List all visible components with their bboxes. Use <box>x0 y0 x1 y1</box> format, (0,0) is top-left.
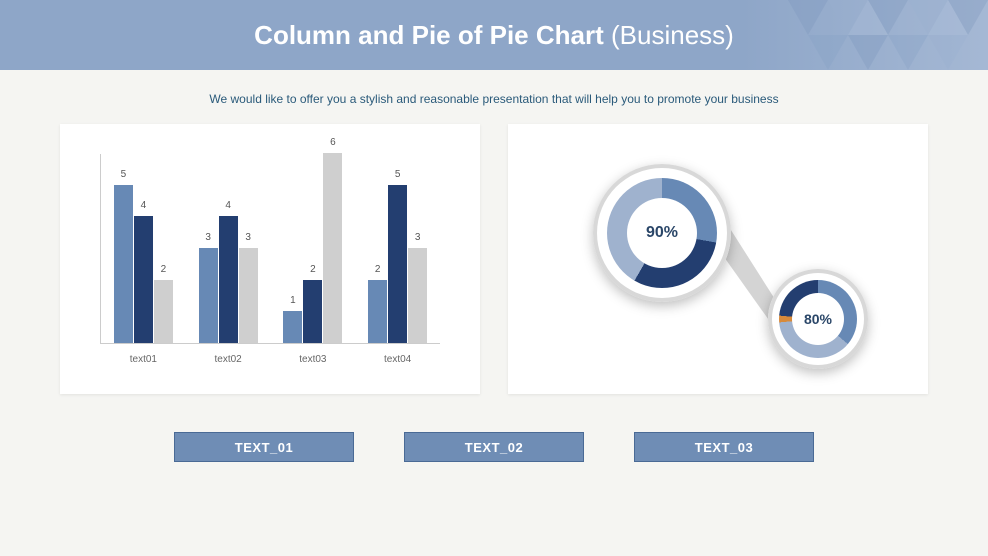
page-title: Column and Pie of Pie Chart (Business) <box>254 20 734 51</box>
bar: 6 <box>323 153 342 343</box>
bar-value-label: 2 <box>154 264 173 275</box>
bar-value-label: 3 <box>408 232 427 243</box>
donut-outer-ring: 90% <box>593 164 731 302</box>
bar-value-label: 2 <box>303 264 322 275</box>
bar-value-label: 3 <box>239 232 258 243</box>
header-pattern <box>788 0 988 70</box>
bar: 4 <box>134 216 153 343</box>
bar: 4 <box>219 216 238 343</box>
donut-large: 90% <box>593 164 731 302</box>
bar: 5 <box>114 185 133 343</box>
pie-of-pie-panel: 90% 80% <box>508 124 928 394</box>
chart-panels: 542343126253 text01text02text03text04 90… <box>0 124 988 394</box>
bar: 2 <box>154 280 173 343</box>
bar-group: 343 <box>199 216 258 343</box>
x-axis-label: text04 <box>384 354 411 365</box>
bar-value-label: 5 <box>388 169 407 180</box>
title-thin: (Business) <box>611 20 734 50</box>
bar-value-label: 3 <box>199 232 218 243</box>
bar-value-label: 6 <box>323 137 342 148</box>
bar-value-label: 2 <box>368 264 387 275</box>
bar: 3 <box>408 248 427 343</box>
bar-value-label: 5 <box>114 169 133 180</box>
donut-ring: 80% <box>779 280 857 358</box>
bar-group: 542 <box>114 185 173 343</box>
bar-value-label: 4 <box>219 200 238 211</box>
bar-value-label: 4 <box>134 200 153 211</box>
bar: 3 <box>199 248 218 343</box>
subtitle: We would like to offer you a stylish and… <box>0 70 988 124</box>
x-axis-label: text01 <box>130 354 157 365</box>
donut-small: 80% <box>768 269 868 369</box>
header-banner: Column and Pie of Pie Chart (Business) <box>0 0 988 70</box>
donut-center-label: 80% <box>792 293 844 345</box>
button-row: TEXT_01 TEXT_02 TEXT_03 <box>0 432 988 462</box>
title-bold: Column and Pie of Pie Chart <box>254 20 604 50</box>
button-2[interactable]: TEXT_02 <box>404 432 584 462</box>
bar-group: 253 <box>368 185 427 343</box>
bar-value-label: 1 <box>283 295 302 306</box>
bar: 2 <box>368 280 387 343</box>
bar-chart-panel: 542343126253 text01text02text03text04 <box>60 124 480 394</box>
bar: 2 <box>303 280 322 343</box>
donut-outer-ring: 80% <box>768 269 868 369</box>
bar-group: 126 <box>283 153 342 343</box>
donut-center-label: 90% <box>627 198 697 268</box>
button-1[interactable]: TEXT_01 <box>174 432 354 462</box>
x-axis-label: text02 <box>215 354 242 365</box>
button-3[interactable]: TEXT_03 <box>634 432 814 462</box>
bar: 1 <box>283 311 302 343</box>
x-axis-label: text03 <box>299 354 326 365</box>
donut-ring: 90% <box>607 178 717 288</box>
bar-chart: 542343126253 text01text02text03text04 <box>100 154 440 344</box>
bar: 5 <box>388 185 407 343</box>
bar: 3 <box>239 248 258 343</box>
